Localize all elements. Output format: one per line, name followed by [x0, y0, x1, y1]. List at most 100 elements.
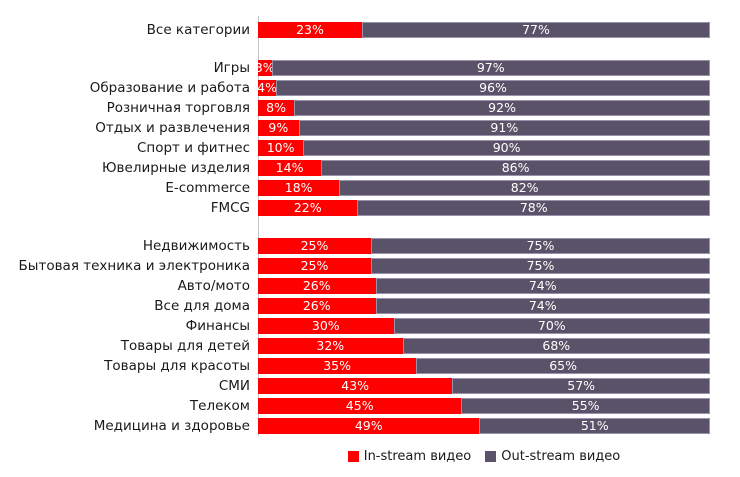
- in-stream-segment: 14%: [258, 160, 322, 176]
- out-stream-value-label: 70%: [537, 317, 566, 333]
- out-stream-value-label: 51%: [580, 417, 609, 433]
- bar-track: 25% 75%: [258, 238, 710, 254]
- bar-track: 8% 92%: [258, 100, 710, 116]
- bar-row: Недвижимость 25% 75%: [0, 236, 740, 256]
- category-label: Недвижимость: [142, 238, 250, 254]
- in-stream-segment: 26%: [258, 278, 376, 294]
- bar-track: 18% 82%: [258, 180, 710, 196]
- legend-label: In-stream видео: [363, 449, 472, 464]
- bar-track: 43% 57%: [258, 378, 710, 394]
- bar-track: 25% 75%: [258, 258, 710, 274]
- out-stream-segment: 57%: [452, 378, 710, 394]
- in-stream-segment: 23%: [258, 22, 362, 38]
- in-stream-value-label: 43%: [341, 377, 370, 393]
- bar-track: 35% 65%: [258, 358, 710, 374]
- legend-swatch-in-stream-icon: [347, 451, 359, 462]
- in-stream-value-label: 22%: [293, 199, 322, 215]
- out-stream-value-label: 55%: [571, 397, 600, 413]
- bar-row: Ювелирные изделия 14% 86%: [0, 158, 740, 178]
- bar-track: 30% 70%: [258, 318, 710, 334]
- out-stream-value-label: 91%: [490, 119, 519, 135]
- in-stream-segment: 32%: [258, 338, 403, 354]
- bar-row: Товары для детей 32% 68%: [0, 336, 740, 356]
- category-label: Игры: [213, 60, 250, 76]
- out-stream-segment: 70%: [393, 317, 710, 334]
- out-stream-value-label: 78%: [519, 199, 548, 215]
- bar-row: Финансы 30% 70%: [0, 316, 740, 336]
- out-stream-segment: 51%: [479, 418, 710, 434]
- in-stream-segment: 45%: [258, 397, 462, 414]
- out-stream-segment: 77%: [361, 21, 710, 38]
- in-stream-value-label: 23%: [296, 21, 324, 37]
- legend: In-stream видео Out-stream видео: [258, 449, 710, 464]
- in-stream-segment: 26%: [258, 298, 376, 314]
- bar-track: 14% 86%: [258, 160, 710, 176]
- in-stream-segment: 49%: [258, 418, 480, 434]
- bar-track: 9% 91%: [258, 120, 710, 136]
- in-stream-value-label: 45%: [345, 397, 374, 413]
- bar-row: Медицина и здоровье 49% 51%: [0, 416, 740, 436]
- bar-track: 22% 78%: [258, 200, 710, 216]
- out-stream-segment: 78%: [357, 200, 710, 216]
- legend-item-out-stream: Out-stream видео: [485, 449, 620, 464]
- out-stream-value-label: 74%: [528, 297, 557, 313]
- out-stream-value-label: 77%: [522, 21, 550, 37]
- out-stream-segment: 96%: [276, 80, 710, 96]
- out-stream-segment: 65%: [416, 358, 710, 374]
- in-stream-value-label: 32%: [316, 337, 345, 353]
- in-stream-value-label: 30%: [311, 317, 340, 333]
- out-stream-value-label: 75%: [526, 257, 555, 273]
- category-label: Авто/мото: [177, 278, 250, 294]
- in-stream-segment: 18%: [258, 179, 340, 196]
- in-stream-segment: 22%: [258, 199, 358, 216]
- out-stream-value-label: 82%: [510, 179, 539, 195]
- category-label: Медицина и здоровье: [93, 418, 250, 434]
- out-stream-segment: 75%: [371, 258, 710, 274]
- in-stream-value-label: 25%: [300, 257, 329, 273]
- out-stream-value-label: 57%: [567, 377, 596, 393]
- in-stream-segment: 25%: [258, 238, 371, 254]
- in-stream-segment: 10%: [258, 139, 304, 156]
- bar-row: СМИ 43% 57%: [0, 376, 740, 396]
- out-stream-segment: 74%: [375, 278, 710, 294]
- bar-row: Бытовая техника и электроника 25% 75%: [0, 256, 740, 276]
- out-stream-segment: 97%: [271, 59, 710, 76]
- category-label: СМИ: [218, 378, 250, 394]
- category-label: Розничная торговля: [106, 100, 250, 116]
- out-stream-segment: 68%: [402, 337, 710, 354]
- bar-track: 26% 74%: [258, 298, 710, 314]
- bar-track: 3% 97%: [255, 59, 710, 76]
- out-stream-value-label: 86%: [501, 159, 530, 175]
- category-label: Товары для детей: [120, 338, 250, 354]
- out-stream-segment: 90%: [303, 140, 710, 156]
- in-stream-value-label: 26%: [302, 297, 331, 313]
- out-stream-value-label: 97%: [476, 59, 505, 75]
- legend-item-in-stream: In-stream видео: [347, 449, 472, 464]
- in-stream-value-label: 26%: [302, 277, 331, 293]
- category-label: Все для дома: [154, 298, 250, 314]
- bar-row: Авто/мото 26% 74%: [0, 276, 740, 296]
- in-stream-value-label: 10%: [266, 139, 295, 155]
- out-stream-value-label: 90%: [492, 139, 521, 155]
- category-label: Финансы: [185, 318, 250, 334]
- category-label: Отдых и развлечения: [95, 120, 250, 136]
- out-stream-value-label: 68%: [542, 337, 571, 353]
- y-axis-line: [258, 16, 259, 436]
- legend-swatch-out-stream-icon: [485, 451, 497, 462]
- bar-row: Товары для красоты 35% 65%: [0, 356, 740, 376]
- in-stream-value-label: 8%: [266, 99, 286, 115]
- category-label: FMCG: [210, 200, 250, 216]
- out-stream-segment: 91%: [298, 119, 710, 136]
- category-label: Все категории: [146, 22, 250, 38]
- out-stream-segment: 74%: [375, 297, 710, 314]
- in-stream-value-label: 9%: [268, 119, 289, 135]
- in-stream-segment: 30%: [258, 318, 394, 334]
- bar-track: 45% 55%: [258, 398, 710, 414]
- bar-track: 4% 96%: [257, 80, 710, 96]
- in-stream-value-label: 18%: [284, 179, 313, 195]
- out-stream-segment: 82%: [339, 180, 710, 196]
- bar-row: Розничная торговля 8% 92%: [0, 98, 740, 118]
- out-stream-segment: 55%: [461, 398, 710, 414]
- bar-row: Телеком 45% 55%: [0, 396, 740, 416]
- out-stream-segment: 92%: [294, 100, 710, 116]
